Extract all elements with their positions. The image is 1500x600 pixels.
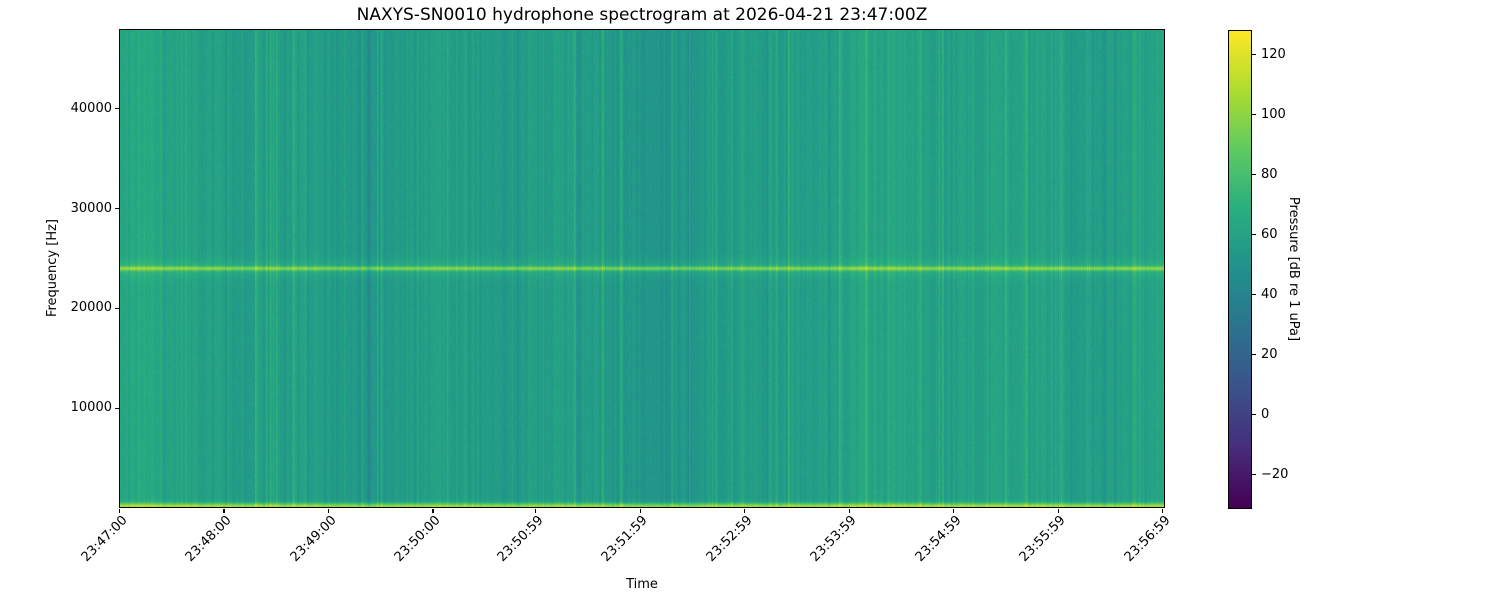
x-tick-mark [1057, 509, 1059, 513]
colorbar-tick-label: 80 [1261, 166, 1278, 182]
colorbar-tick-label: 100 [1261, 106, 1286, 122]
x-axis-label: Time [626, 577, 658, 592]
y-tick-mark [115, 208, 119, 210]
y-tick-label: 20000 [70, 300, 112, 316]
spectrogram-heatmap [120, 30, 1164, 507]
colorbar-tick-mark [1252, 233, 1256, 236]
colorbar-tick-mark [1252, 53, 1256, 56]
y-axis-label: Frequency [Hz] [45, 218, 60, 318]
colorbar-tick-mark [1252, 353, 1256, 356]
y-tick-mark [115, 407, 119, 409]
colorbar [1228, 30, 1252, 509]
x-tick-mark [848, 509, 850, 513]
colorbar-label: Pressure [dB re 1 uPa] [1286, 196, 1301, 342]
x-tick-mark [327, 509, 330, 513]
y-tick-label: 30000 [70, 200, 112, 216]
y-tick-mark [115, 307, 119, 309]
colorbar-gradient [1229, 31, 1251, 508]
x-tick-mark [535, 509, 537, 513]
plot-area [119, 29, 1165, 508]
x-tick-mark [639, 509, 641, 513]
colorbar-tick-label: 0 [1261, 406, 1270, 422]
x-tick-label: 23:47:00 [78, 513, 131, 565]
chart-title: NAXYS-SN0010 hydrophone spectrogram at 2… [356, 5, 928, 25]
colorbar-tick-label: 20 [1261, 346, 1278, 362]
colorbar-tick-mark [1252, 293, 1256, 296]
colorbar-tick-label: 40 [1261, 286, 1278, 302]
colorbar-tick-label: 60 [1261, 226, 1278, 242]
y-tick-mark [115, 108, 119, 110]
colorbar-tick-mark [1252, 173, 1256, 176]
x-tick-mark [432, 509, 434, 513]
x-tick-mark [118, 509, 121, 513]
x-tick-mark [223, 509, 225, 513]
y-tick-label: 40000 [70, 100, 112, 116]
x-tick-mark [953, 509, 955, 513]
colorbar-tick-label: −20 [1261, 466, 1289, 482]
colorbar-tick-mark [1252, 113, 1256, 116]
colorbar-tick-mark [1252, 473, 1256, 476]
x-tick-mark [744, 509, 746, 513]
colorbar-tick-mark [1252, 413, 1256, 416]
colorbar-tick-label: 120 [1261, 46, 1286, 62]
y-tick-label: 10000 [70, 400, 112, 416]
x-tick-mark [1162, 509, 1164, 513]
